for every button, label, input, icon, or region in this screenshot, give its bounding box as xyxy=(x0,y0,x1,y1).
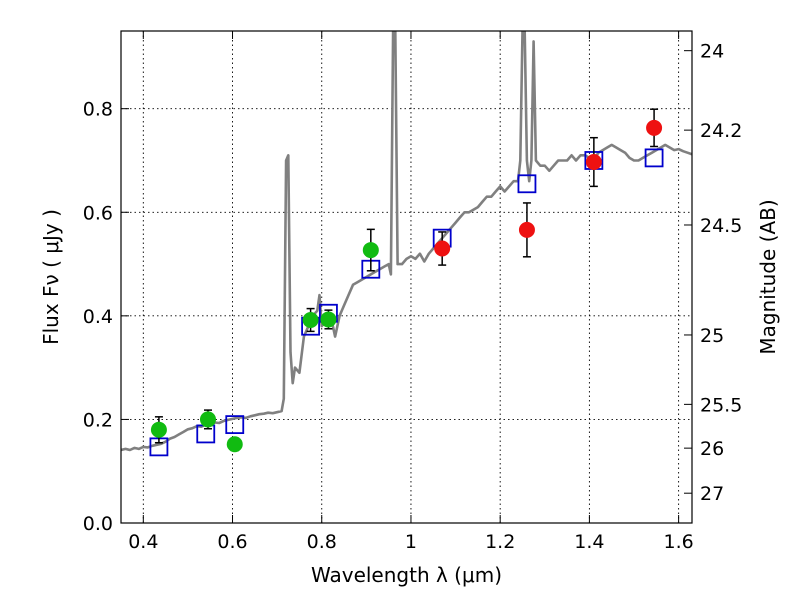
observed-optical-point xyxy=(150,421,167,438)
y-tick-label: 0.0 xyxy=(83,513,113,535)
model-photometry-square xyxy=(225,415,245,435)
y2-tick-label: 25.5 xyxy=(700,394,742,416)
x-tick-label: 1.6 xyxy=(664,531,694,553)
x-axis-title: Wavelength λ (μm) xyxy=(311,563,502,587)
axis-ticks: 0.4 0.6 0.8 1 1.2 1.4 1.6 0.0 0.2 0.4 0.6 0.8 24 24.2… xyxy=(83,31,742,553)
model-spectrum xyxy=(121,31,692,452)
y2-axis-title: Magnitude (AB) xyxy=(756,199,780,354)
y-tick-label: 0.4 xyxy=(83,306,113,328)
spectrum-line xyxy=(121,31,692,452)
x-tick-label: 1.4 xyxy=(574,531,604,553)
model-photometry-points xyxy=(149,148,664,457)
observed-optical-point xyxy=(302,311,319,328)
y2-tick-label: 24.2 xyxy=(700,120,742,142)
observed-nir-point xyxy=(585,154,602,171)
y2-tick-label: 24 xyxy=(700,41,724,63)
observed-optical-point xyxy=(199,411,216,428)
observed-nir-point xyxy=(434,240,451,257)
x-tick-label: 0.6 xyxy=(217,531,247,553)
x-tick-label: 1 xyxy=(405,531,417,553)
observed-optical-point xyxy=(226,436,243,453)
y2-tick-label: 24.5 xyxy=(700,215,742,237)
model-photometry-square xyxy=(644,148,664,168)
observed-nir-point xyxy=(518,221,535,238)
y2-tick-label: 26 xyxy=(700,438,724,460)
y-axis-title: Flux Fν ( μJy ) xyxy=(39,209,63,345)
x-tick-label: 0.4 xyxy=(128,531,158,553)
y2-tick-label: 27 xyxy=(700,483,724,505)
observed-optical-point xyxy=(320,311,337,328)
plot-frame xyxy=(120,30,693,524)
observed-optical-point xyxy=(362,242,379,259)
x-tick-label: 0.8 xyxy=(307,531,337,553)
grid xyxy=(121,31,692,523)
y2-tick-label: 25 xyxy=(700,325,724,347)
model-photometry-square xyxy=(196,424,216,444)
y-tick-label: 0.2 xyxy=(83,409,113,431)
observed-photometry-points xyxy=(150,108,663,453)
x-tick-label: 1.2 xyxy=(485,531,515,553)
y-tick-label: 0.6 xyxy=(83,202,113,224)
y-tick-label: 0.8 xyxy=(83,99,113,121)
observed-nir-point xyxy=(646,119,663,136)
model-photometry-square xyxy=(517,174,537,194)
